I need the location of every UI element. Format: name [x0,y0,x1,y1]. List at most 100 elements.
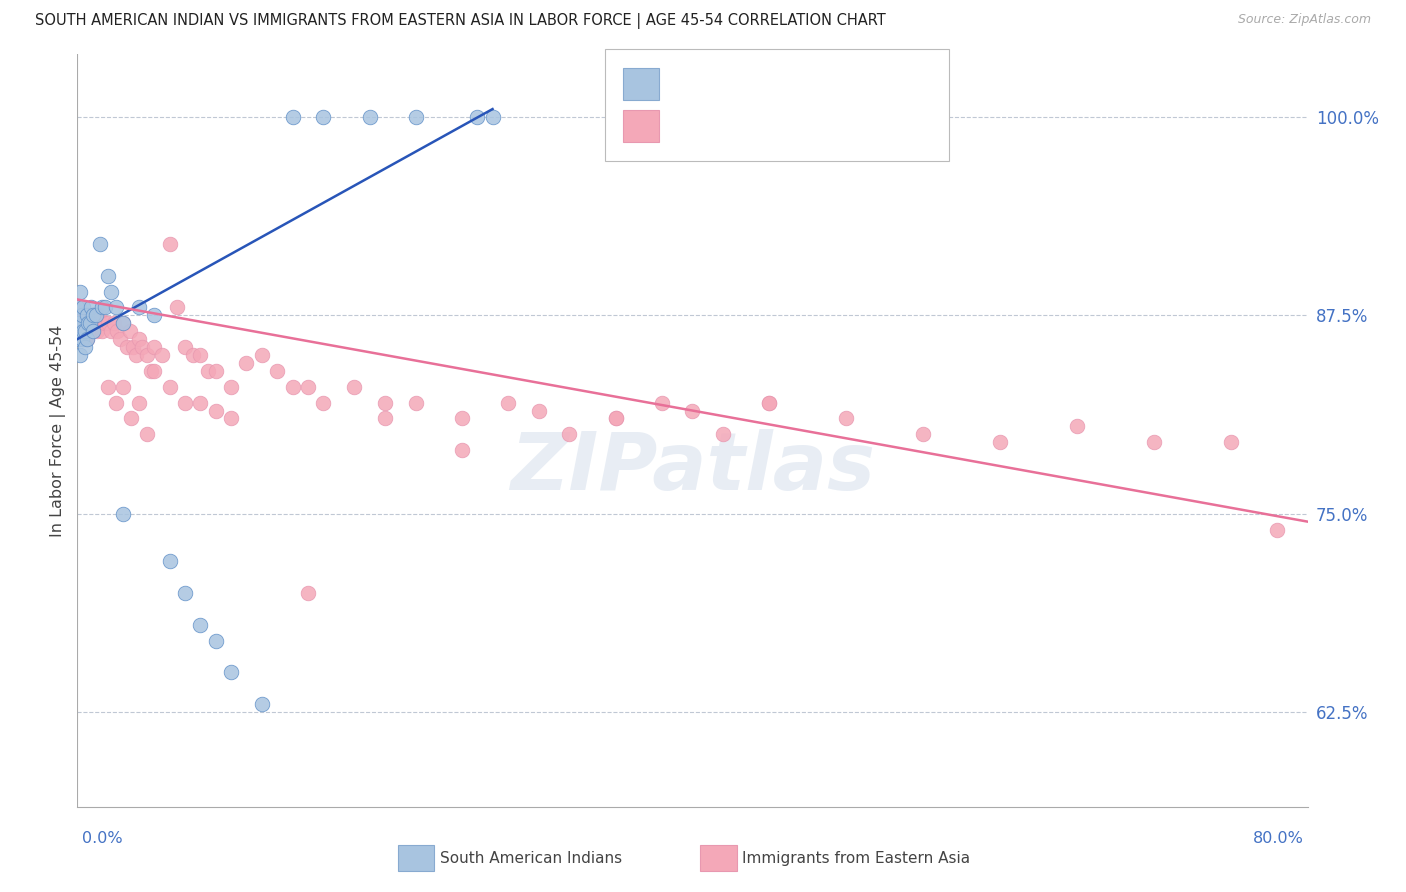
Point [86,324,108,338]
Point [67,332,90,346]
Point [204,403,226,417]
Point [73,316,96,330]
Point [67,301,90,315]
Point [496,395,519,409]
Point [121,340,143,354]
Point [67,316,90,330]
Point [188,348,212,362]
Point [69,285,91,299]
Point [450,443,472,458]
Point [143,364,166,378]
Point [110,332,132,346]
Point [97,268,120,283]
Point [1143,435,1166,450]
Point [219,665,242,680]
Point [69,348,91,362]
Point [143,309,166,323]
Point [69,309,91,323]
Point [297,380,319,394]
Point [835,411,858,425]
Point [174,395,197,409]
Point [84,309,107,323]
Point [70,309,93,323]
Point [66,316,89,330]
Point [70,332,93,346]
Point [73,324,96,338]
Point [1219,435,1241,450]
Point [312,110,335,124]
Point [103,316,125,330]
Point [988,435,1011,450]
Text: South American Indians: South American Indians [440,851,623,865]
Point [558,427,581,442]
Point [72,316,94,330]
Point [711,427,734,442]
Point [73,340,96,354]
Point [605,411,627,425]
Point [250,697,273,711]
Y-axis label: In Labor Force | Age 45-54: In Labor Force | Age 45-54 [51,325,66,536]
Point [174,340,197,354]
Point [76,309,98,323]
Point [465,110,488,124]
Point [266,364,288,378]
Point [77,316,100,330]
Point [90,301,114,315]
Point [89,236,111,251]
Point [104,395,127,409]
Point [250,348,273,362]
Point [80,301,103,315]
Point [159,380,181,394]
Point [405,395,427,409]
Point [374,411,396,425]
Text: 0.0%: 0.0% [82,831,122,846]
Point [682,403,704,417]
Point [128,332,150,346]
Point [83,309,105,323]
Point [141,364,163,378]
Point [82,324,104,338]
Point [1066,419,1088,434]
Point [70,324,93,338]
Point [97,380,120,394]
Point [82,324,104,338]
Point [204,364,226,378]
Point [135,427,157,442]
Point [159,554,181,568]
Point [112,316,135,330]
Point [70,309,93,323]
Point [281,380,304,394]
Point [312,395,335,409]
Point [112,316,135,330]
Text: 80.0%: 80.0% [1253,831,1303,846]
Point [94,316,117,330]
Point [105,324,128,338]
Point [94,301,117,315]
Point [82,309,104,323]
Point [97,316,120,330]
Point [343,380,366,394]
Point [374,395,396,409]
Point [76,332,98,346]
Point [79,316,101,330]
Point [82,309,104,323]
Point [118,324,141,338]
Point [527,403,550,417]
Point [84,316,107,330]
Text: SOUTH AMERICAN INDIAN VS IMMIGRANTS FROM EASTERN ASIA IN LABOR FORCE | AGE 45-54: SOUTH AMERICAN INDIAN VS IMMIGRANTS FROM… [35,13,886,29]
Point [758,395,780,409]
Point [450,411,472,425]
Point [188,617,212,632]
Point [120,411,142,425]
Point [204,633,226,648]
Point [235,356,257,370]
Text: R =  0.502   N = 42: R = 0.502 N = 42 [665,77,814,91]
Point [87,309,110,323]
Point [125,348,148,362]
Point [72,301,94,315]
Point [66,301,89,315]
Point [297,586,319,600]
Point [605,411,627,425]
Point [219,380,242,394]
Point [100,285,122,299]
